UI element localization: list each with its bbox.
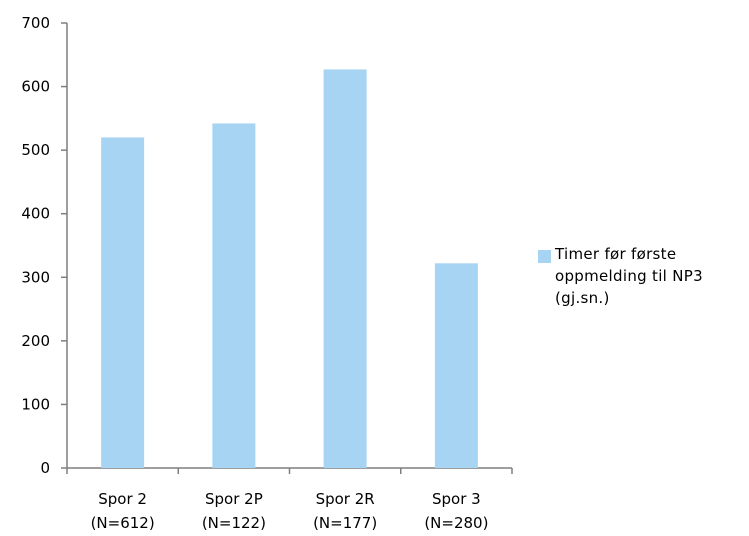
bar (323, 69, 367, 469)
y-tick-label: 700 (21, 14, 50, 32)
x-tick-label-line: Spor 2R (316, 490, 375, 508)
y-tick-label: 300 (21, 268, 50, 286)
y-tick-label: 400 (21, 205, 50, 223)
y-tick-label: 500 (21, 141, 50, 159)
x-axis: Spor 2 (N=612) Spor 2P (N=122) Spor 2R (N=177… (66, 467, 513, 532)
x-tick-label-line: (N=612) (91, 514, 155, 532)
x-tick-label-line: (N=280) (424, 514, 488, 532)
y-tick-label: 0 (40, 459, 50, 477)
x-tick-label: Spor 2R (N=177) (313, 490, 377, 532)
x-tick-label: Spor 2P (N=122) (202, 490, 266, 532)
legend-label: Timer før første oppmelding til NP3 (gj.… (555, 245, 703, 307)
y-tick-label: 600 (21, 78, 50, 96)
y-tick-label: 100 (21, 395, 50, 413)
bar (212, 123, 256, 468)
x-tick-label: Spor 2 (N=612) (91, 490, 155, 532)
x-tick-label: Spor 3 (N=280) (424, 490, 488, 532)
bar (101, 137, 145, 468)
x-tick-label-line: Spor 3 (432, 490, 481, 508)
bar (434, 263, 478, 468)
x-tick-label-line: Spor 2P (205, 490, 263, 508)
x-tick-label-line: (N=177) (313, 514, 377, 532)
x-tick-label-line: Spor 2 (98, 490, 147, 508)
y-tick-label: 200 (21, 332, 50, 350)
bars (101, 69, 478, 469)
y-axis: 0 100 200 300 400 500 600 700 (21, 14, 68, 477)
legend-swatch (538, 250, 551, 263)
x-tick-label-line: (N=122) (202, 514, 266, 532)
